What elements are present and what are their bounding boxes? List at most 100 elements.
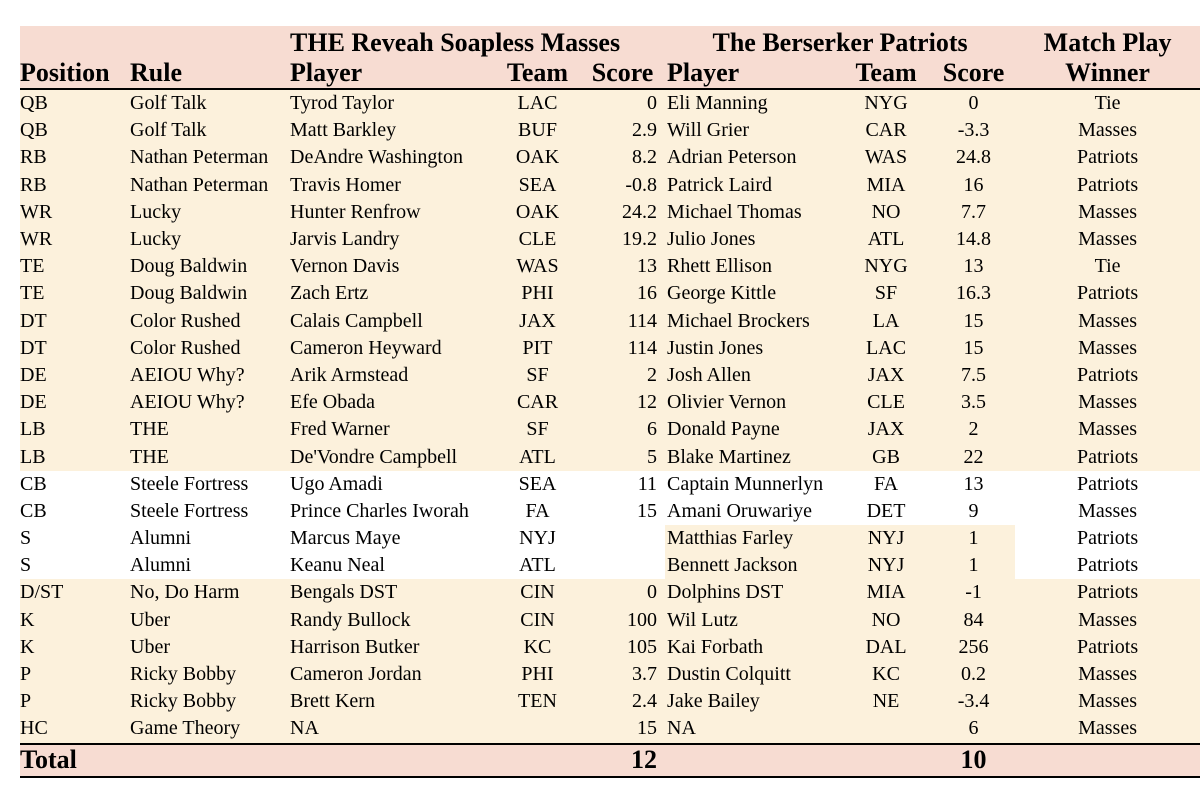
cell-score1: 100: [580, 606, 666, 634]
cell-position: S: [20, 525, 130, 553]
cell-team1: PHI: [495, 660, 580, 689]
table-row: TE Doug Baldwin Zach Ertz PHI 16 George Kittl…: [20, 280, 1200, 308]
cell-rule: Steele Fortress: [130, 497, 290, 525]
cell-player2: Michael Thomas: [665, 198, 841, 226]
cell-team2: [840, 715, 933, 744]
cell-winner: Masses: [1015, 497, 1200, 525]
table-row: RB Nathan Peterman Travis Homer SEA -0.8 Patr…: [20, 171, 1200, 199]
cell-team2: NYJ: [840, 525, 933, 553]
cell-score1: 2.9: [580, 117, 666, 145]
cell-rule: Nathan Peterman: [130, 171, 290, 199]
match-play-header: Match Play: [1015, 26, 1200, 58]
cell-score1: 12: [580, 389, 666, 417]
cell-winner: Patriots: [1015, 579, 1200, 607]
cell-team2: NO: [840, 198, 933, 226]
cell-position: D/ST: [20, 579, 130, 607]
total-blank: [495, 742, 580, 778]
cell-rule: Lucky: [130, 198, 290, 226]
cell-score1: 8.2: [580, 144, 666, 172]
col-header-rule: Rule: [130, 58, 290, 90]
cell-player2: NA: [665, 715, 841, 744]
team2-name: The Berserker Patriots: [665, 26, 1016, 58]
table-row: K Uber Harrison Butker KC 105 Kai Forbath DAL 2…: [20, 633, 1200, 661]
cell-score2: 0: [932, 89, 1016, 118]
cell-player1: Travis Homer: [290, 171, 495, 199]
table-row: QB Golf Talk Tyrod Taylor LAC 0 Eli Manning NY…: [20, 89, 1200, 118]
cell-rule: Alumni: [130, 552, 290, 580]
cell-team2: LAC: [840, 334, 933, 362]
cell-score2: 14.8: [932, 225, 1016, 254]
cell-team2: DET: [840, 497, 933, 525]
cell-position: DT: [20, 307, 130, 335]
table-row: TE Doug Baldwin Vernon Davis WAS 13 Rhett Ell…: [20, 253, 1200, 281]
cell-rule: Golf Talk: [130, 117, 290, 145]
total-score-team1: 12: [580, 742, 666, 778]
cell-team2: MIA: [840, 579, 933, 607]
cell-team2: WAS: [840, 144, 933, 172]
cell-player1: Cameron Heyward: [290, 334, 495, 362]
table-row: P Ricky Bobby Cameron Jordan PHI 3.7 Dustin C…: [20, 660, 1200, 689]
cell-winner: Patriots: [1015, 280, 1200, 308]
total-label: Total: [20, 742, 130, 778]
cell-winner: Masses: [1015, 606, 1200, 634]
table-row: LB THE Fred Warner SF 6 Donald Payne JAX 2 Masse…: [20, 416, 1200, 444]
cell-score1: [580, 525, 666, 553]
cell-winner: Patriots: [1015, 525, 1200, 553]
cell-position: DE: [20, 361, 130, 390]
cell-score2: 16: [932, 171, 1016, 199]
cell-team1: CIN: [495, 606, 580, 634]
cell-position: CB: [20, 470, 130, 498]
cell-player1: Calais Campbell: [290, 307, 495, 335]
cell-player1: Prince Charles Iworah: [290, 497, 495, 525]
cell-winner: Masses: [1015, 225, 1200, 254]
cell-score2: 13: [932, 253, 1016, 281]
col-header-score1: Score: [580, 58, 666, 90]
cell-player2: Blake Martinez: [665, 443, 841, 471]
cell-team1: BUF: [495, 117, 580, 145]
cell-winner: Masses: [1015, 688, 1200, 716]
cell-rule: Alumni: [130, 525, 290, 553]
cell-team2: ATL: [840, 225, 933, 254]
cell-player1: Efe Obada: [290, 389, 495, 417]
cell-score2: 24.8: [932, 144, 1016, 172]
cell-team2: LA: [840, 307, 933, 335]
cell-rule: THE: [130, 443, 290, 471]
table-row: P Ricky Bobby Brett Kern TEN 2.4 Jake Bailey N…: [20, 688, 1200, 716]
cell-rule: AEIOU Why?: [130, 389, 290, 417]
cell-position: LB: [20, 443, 130, 471]
cell-score2: 1: [932, 552, 1016, 580]
header-row-columns: Position Rule Player Team Score Player T…: [20, 58, 1200, 90]
cell-score2: 84: [932, 606, 1016, 634]
cell-position: QB: [20, 117, 130, 145]
cell-player1: NA: [290, 715, 495, 744]
cell-team2: NYG: [840, 253, 933, 281]
col-header-winner: Winner: [1015, 58, 1200, 90]
cell-rule: Game Theory: [130, 715, 290, 744]
cell-score1: 0: [580, 579, 666, 607]
cell-rule: Uber: [130, 606, 290, 634]
cell-player1: Zach Ertz: [290, 280, 495, 308]
cell-rule: Steele Fortress: [130, 470, 290, 498]
table-row: S Alumni Marcus Maye NYJ Matthias Farley NYJ 1…: [20, 525, 1200, 553]
cell-rule: Color Rushed: [130, 307, 290, 335]
cell-player1: Bengals DST: [290, 579, 495, 607]
cell-rule: No, Do Harm: [130, 579, 290, 607]
cell-team1: OAK: [495, 144, 580, 172]
table-row: DT Color Rushed Calais Campbell JAX 114 Micha…: [20, 307, 1200, 335]
total-score-team2: 10: [932, 742, 1016, 778]
total-blank: [290, 742, 495, 778]
cell-score2: -1: [932, 579, 1016, 607]
cell-team2: JAX: [840, 361, 933, 390]
cell-score2: 16.3: [932, 280, 1016, 308]
cell-winner: Patriots: [1015, 144, 1200, 172]
cell-team1: [495, 715, 580, 744]
col-header-score2: Score: [932, 58, 1016, 90]
cell-winner: Masses: [1015, 416, 1200, 444]
cell-score1: 16: [580, 280, 666, 308]
cell-score2: 6: [932, 715, 1016, 744]
cell-player1: Cameron Jordan: [290, 660, 495, 689]
cell-winner: Masses: [1015, 117, 1200, 145]
cell-winner: Masses: [1015, 307, 1200, 335]
cell-team2: DAL: [840, 633, 933, 661]
table-row: HC Game Theory NA 15 NA 6 Masses: [20, 715, 1200, 744]
